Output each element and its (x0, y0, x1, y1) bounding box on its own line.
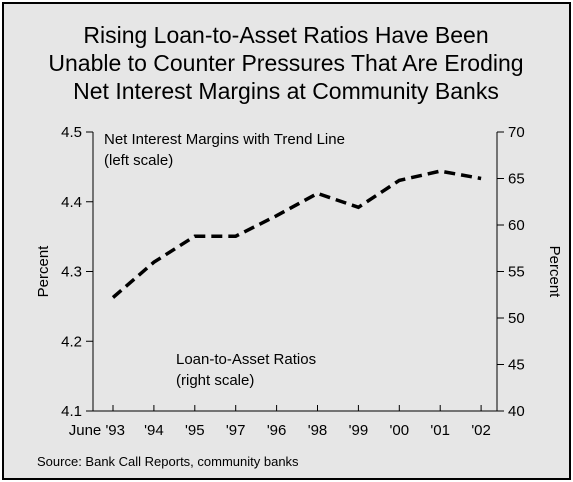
right-tick-label: 65 (508, 171, 525, 188)
left-tick-label: 4.2 (61, 333, 82, 350)
left-tick-label: 4.4 (61, 194, 82, 211)
right-tick-label: 55 (508, 264, 525, 281)
left-tick-label: 4.5 (61, 124, 82, 141)
right-tick-label: 40 (508, 403, 525, 420)
right-tick-label: 60 (508, 217, 525, 234)
title-line: Net Interest Margins at Community Banks (73, 78, 499, 104)
left-axis-label: Percent (35, 245, 52, 298)
right-tick-label: 50 (508, 310, 525, 327)
annotation-text: (left scale) (104, 152, 173, 169)
annotation-text: (right scale) (176, 372, 254, 389)
x-tick-label: '02 (471, 422, 491, 439)
right-tick-label: 45 (508, 357, 525, 374)
source-note: Source: Bank Call Reports, community ban… (37, 454, 299, 469)
series-line-loan-to-asset (111, 169, 482, 299)
title-line: Rising Loan-to-Asset Ratios Have Been (83, 22, 488, 48)
x-tick-label: '97 (226, 422, 246, 439)
x-axis: June '93 '94 '95 '97 '96 '98 '99 '00 '01 '02 (69, 405, 491, 439)
annotations: Net Interest Margins with Trend Line (lef… (104, 131, 345, 389)
x-tick-label: '96 (267, 422, 287, 439)
left-axis: 4.1 4.2 4.3 4.4 4.5 Percent (35, 124, 93, 420)
x-tick-label: '94 (144, 422, 164, 439)
chart-title: Rising Loan-to-Asset Ratios Have BeenUna… (48, 22, 523, 104)
title-line: Unable to Counter Pressures That Are Ero… (48, 50, 523, 76)
left-tick-label: 4.3 (61, 264, 82, 281)
x-tick-label: '01 (430, 422, 450, 439)
right-axis: 40 45 50 55 60 65 70 Percent (497, 124, 563, 420)
x-tick-label: '95 (185, 422, 205, 439)
right-tick-label: 70 (508, 124, 525, 141)
x-tick-label: June '93 (69, 422, 125, 439)
annotation-text: Net Interest Margins with Trend Line (104, 131, 345, 148)
series (111, 169, 482, 299)
x-tick-label: '99 (349, 422, 369, 439)
x-tick-label: '00 (390, 422, 410, 439)
right-axis-label: Percent (546, 246, 563, 299)
x-tick-label: '98 (308, 422, 328, 439)
left-tick-label: 4.1 (61, 403, 82, 420)
annotation-text: Loan-to-Asset Ratios (176, 351, 316, 368)
